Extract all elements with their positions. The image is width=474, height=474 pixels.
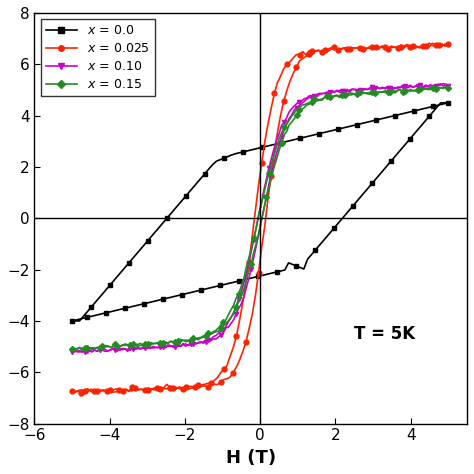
Text: T = 5K: T = 5K xyxy=(354,325,415,343)
X-axis label: H (T): H (T) xyxy=(226,449,276,467)
Legend: $x$ = 0.0, $x$ = 0.025, $x$ = 0.10, $x$ = 0.15: $x$ = 0.0, $x$ = 0.025, $x$ = 0.10, $x$ … xyxy=(41,19,155,96)
